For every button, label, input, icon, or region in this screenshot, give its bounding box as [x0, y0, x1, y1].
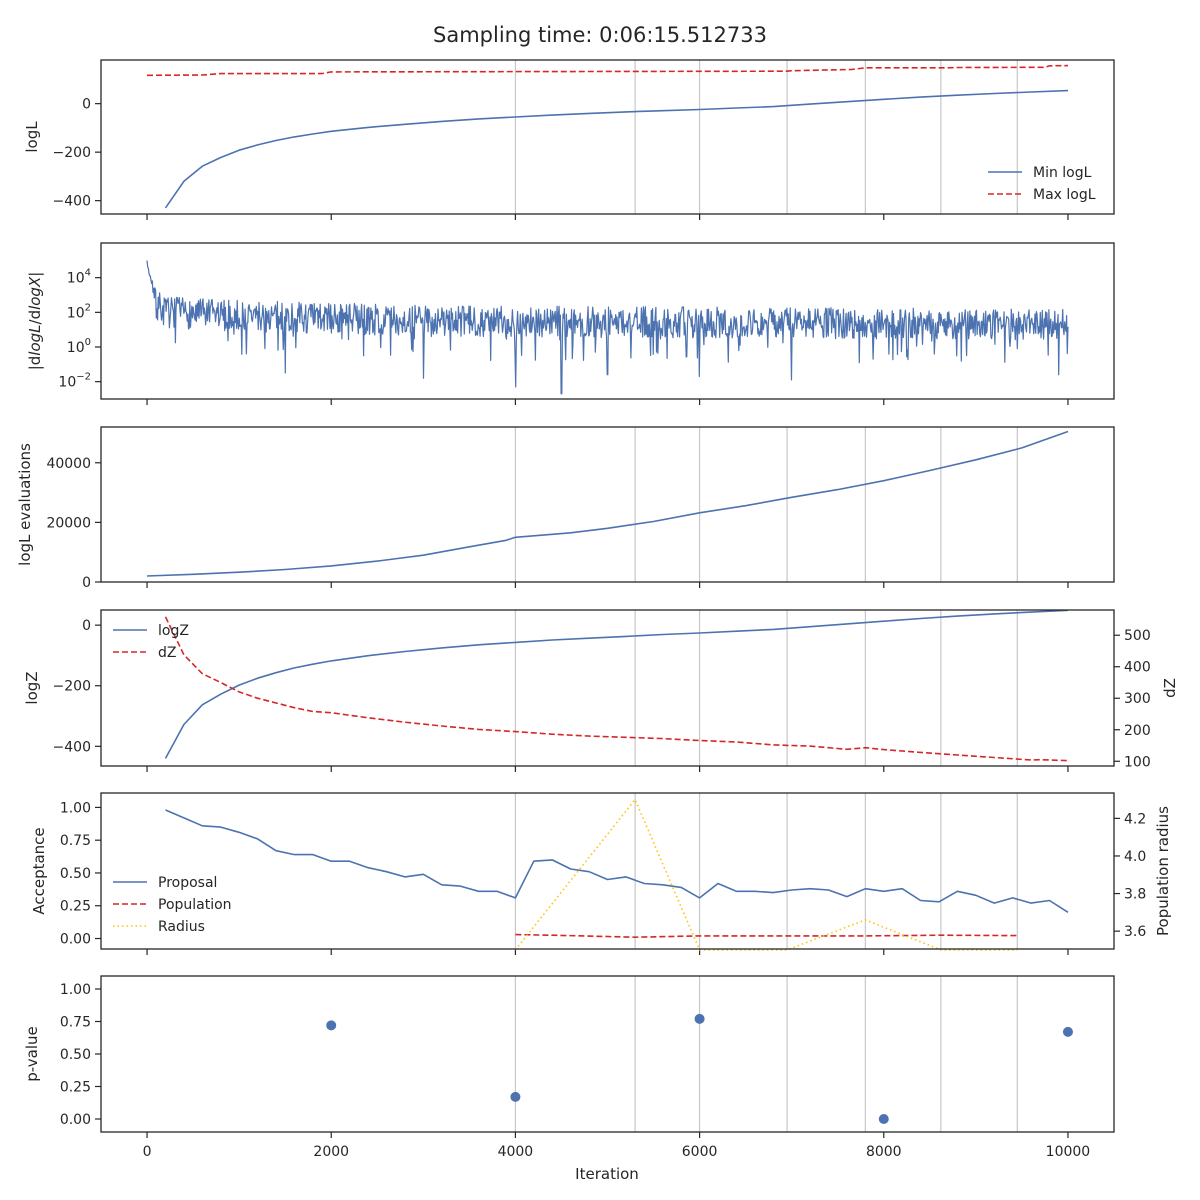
- y-axis-label: logZ: [23, 671, 41, 704]
- panel-5: 0.00 0.25 0.50 0.75 1.00 3.6 3.8 4.0 4.2 Acceptan…: [30, 792, 1172, 955]
- y2-tick-label: 500: [1124, 628, 1151, 644]
- series-line: [165, 809, 1069, 913]
- axes-frame: [100, 609, 1115, 767]
- y-tick-label: 20000: [46, 515, 91, 531]
- y-tick-label: −200: [53, 145, 91, 161]
- y-tick-label: 40000: [46, 456, 91, 472]
- panel-1: 0 −200 −400 logL Min logL Max logL: [23, 59, 1115, 220]
- y-tick-label: −200: [53, 679, 91, 695]
- y-tick-label: 104: [67, 268, 91, 287]
- y2-tick-label: 100: [1124, 754, 1151, 770]
- x-tick-label: 10000: [1046, 1144, 1091, 1160]
- x-tick-label: 8000: [866, 1144, 902, 1160]
- series-line: [514, 798, 1018, 951]
- legend: logZ dZ: [113, 623, 189, 661]
- y-axis-label: logL: [23, 121, 41, 153]
- legend-label: dZ: [158, 645, 176, 661]
- y-tick-label: 0.50: [60, 866, 91, 882]
- y2-tick-label: 3.8: [1124, 887, 1146, 903]
- series-line: [164, 609, 1069, 759]
- y2-tick-label: 3.6: [1124, 924, 1146, 940]
- axes-frame: [100, 975, 1115, 1133]
- data-point: [878, 1114, 889, 1124]
- x-tick-label: 6000: [682, 1144, 718, 1160]
- series-line: [146, 260, 1069, 395]
- legend: Proposal Population Radius: [113, 875, 232, 935]
- y-tick-label: −400: [53, 739, 91, 755]
- axes-frame: [100, 792, 1115, 950]
- legend-label: logZ: [158, 623, 189, 639]
- y-tick-label: 0: [82, 97, 91, 113]
- series-line: [164, 616, 1069, 762]
- x-tick-label: 2000: [313, 1144, 349, 1160]
- y-axis-label: |dlogL/dlogX|: [26, 272, 44, 371]
- data-point: [510, 1091, 521, 1102]
- y-tick-label: 0.25: [60, 899, 91, 915]
- legend: Min logL Max logL: [988, 165, 1096, 203]
- y2-tick-label: 4.0: [1124, 849, 1146, 865]
- legend-label: Population: [158, 897, 232, 913]
- panel-2: 10−2 100 102 104 |dlogL/dlogX|: [26, 242, 1115, 405]
- x-tick-label: 0: [143, 1144, 152, 1160]
- y-tick-label: 0.50: [60, 1047, 91, 1063]
- y-axis-label: Acceptance: [30, 827, 48, 914]
- y2-axis-label: Population radius: [1154, 806, 1172, 936]
- y-tick-label: 0.00: [60, 1112, 91, 1128]
- y-axis-label: logL evaluations: [16, 443, 34, 566]
- x-tick-label: 4000: [498, 1144, 534, 1160]
- y2-axis-label: dZ: [1161, 678, 1179, 698]
- axes-frame: [100, 59, 1115, 215]
- legend-label: Max logL: [1033, 187, 1096, 203]
- data-point: [326, 1020, 337, 1031]
- y-axis-label: p-value: [23, 1026, 41, 1082]
- y-tick-label: 0.25: [60, 1080, 91, 1096]
- x-axis-label: Iteration: [575, 1165, 639, 1183]
- panel-4: 0 −200 −400 100 200 300 400 500 logZ dZ logZ dZ: [23, 609, 1179, 772]
- y-tick-label: 102: [67, 302, 91, 321]
- y-tick-label: 0.75: [60, 1015, 91, 1031]
- axes-frame: [100, 426, 1115, 583]
- panel-6: 0.00 0.25 0.50 0.75 1.00 p-value 0 2000 4000 6000…: [23, 975, 1115, 1183]
- series-line: [146, 430, 1069, 577]
- legend-label: Min logL: [1033, 165, 1092, 181]
- series-line: [164, 89, 1069, 209]
- y-tick-label: 100: [67, 337, 91, 356]
- figure-title: Sampling time: 0:06:15.512733: [433, 23, 767, 47]
- y2-tick-label: 200: [1124, 723, 1151, 739]
- y-tick-label: 1.00: [60, 800, 91, 816]
- panel-3: 0 20000 40000 logL evaluations: [16, 426, 1115, 591]
- data-point: [1062, 1026, 1073, 1037]
- series-line: [146, 64, 1069, 77]
- legend-label: Radius: [158, 919, 205, 935]
- axes-frame: [100, 242, 1115, 400]
- data-point: [694, 1013, 705, 1024]
- y-tick-label: −400: [53, 194, 91, 210]
- y-tick-label: 0: [82, 618, 91, 634]
- series-line: [515, 933, 1018, 939]
- y2-tick-label: 300: [1124, 691, 1151, 707]
- y-tick-label: 0.00: [60, 932, 91, 948]
- y-tick-label: 0: [82, 575, 91, 591]
- y-tick-label: 0.75: [60, 833, 91, 849]
- y-tick-label: 1.00: [60, 982, 91, 998]
- y2-tick-label: 4.2: [1124, 811, 1146, 827]
- y-tick-label: 10−2: [58, 372, 91, 391]
- y2-tick-label: 400: [1124, 660, 1151, 676]
- legend-label: Proposal: [158, 875, 217, 891]
